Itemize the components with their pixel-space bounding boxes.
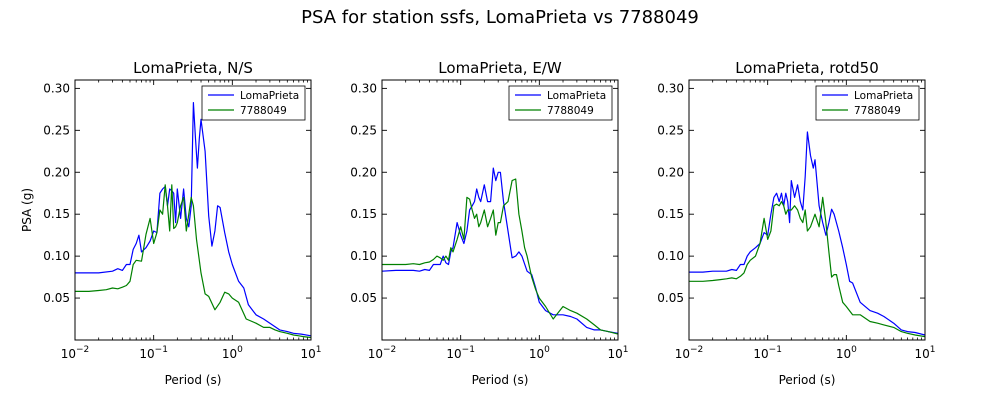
y-tick-label: 0.10 [350, 249, 377, 263]
x-tick-label: 100 [222, 345, 243, 361]
x-axis-label: Period (s) [165, 373, 222, 387]
legend-box [815, 85, 920, 121]
x-tick-label: 100 [836, 345, 857, 361]
y-tick-label: 0.10 [43, 249, 70, 263]
panel-title: LomaPrieta, E/W [438, 59, 562, 77]
x-tick-label: 10−1 [139, 345, 168, 361]
y-tick-label: 0.30 [350, 81, 377, 95]
series-line-7788049 [382, 178, 618, 335]
x-tick-label: 101 [300, 345, 321, 361]
y-tick-label: 0.20 [350, 165, 377, 179]
chart-panel-1: LomaPrieta, N/S 10−2 10−1 100 101 0.05 0.10 0.1… [20, 59, 322, 387]
y-tick-label: 0.05 [657, 291, 684, 305]
legend: LomaPrieta 7788049 [508, 85, 613, 121]
legend: LomaPrieta 7788049 [815, 85, 920, 121]
x-tick-label: 10−1 [446, 345, 475, 361]
series-line-LomaPrieta [75, 101, 311, 337]
figure-title: PSA for station ssfs, LomaPrieta vs 7788… [301, 7, 699, 28]
x-axis-label: Period (s) [472, 373, 529, 387]
x-tick-label: 101 [914, 345, 935, 361]
series-line-7788049 [75, 184, 311, 339]
y-tick-label: 0.15 [43, 207, 70, 221]
y-tick-label: 0.10 [657, 249, 684, 263]
y-tick-label: 0.15 [350, 207, 377, 221]
axes-frame [688, 79, 926, 341]
legend-label: 7788049 [547, 105, 594, 117]
axes-frame [381, 79, 619, 341]
panel-title: LomaPrieta, rotd50 [735, 59, 879, 77]
series-line-LomaPrieta [689, 131, 925, 336]
y-tick-label: 0.20 [43, 165, 70, 179]
chart-panel-2: LomaPrieta, E/W 10−2 10−1 100 101 0.05 0.10 0.1… [350, 59, 628, 387]
x-tick-label: 10−2 [61, 345, 90, 361]
y-tick-label: 0.25 [43, 123, 70, 137]
x-tick-label: 10−2 [368, 345, 397, 361]
axes-frame [74, 79, 312, 341]
chart-panel-3: LomaPrieta, rotd50 10−2 10−1 100 101 0.05 0.10… [657, 59, 935, 387]
x-tick-label: 101 [607, 345, 628, 361]
x-tick-label: 10−1 [753, 345, 782, 361]
y-tick-label: 0.05 [350, 291, 377, 305]
panel-title: LomaPrieta, N/S [133, 59, 253, 77]
x-tick-label: 10−2 [675, 345, 704, 361]
y-tick-label: 0.05 [43, 291, 70, 305]
x-tick-label: 100 [529, 345, 550, 361]
y-tick-label: 0.15 [657, 207, 684, 221]
legend-label: 7788049 [854, 105, 901, 117]
legend-box [201, 85, 306, 121]
y-tick-label: 0.25 [350, 123, 377, 137]
panels: LomaPrieta, N/S 10−2 10−1 100 101 0.05 0.10 0.1… [20, 59, 936, 387]
legend-label: LomaPrieta [547, 90, 606, 102]
legend-label: LomaPrieta [240, 90, 299, 102]
y-axis-label: PSA (g) [20, 188, 34, 232]
y-tick-label: 0.30 [43, 81, 70, 95]
legend-label: 7788049 [240, 105, 287, 117]
series-line-7788049 [689, 196, 925, 338]
x-axis-label: Period (s) [779, 373, 836, 387]
legend: LomaPrieta 7788049 [201, 85, 306, 121]
y-tick-label: 0.20 [657, 165, 684, 179]
legend-label: LomaPrieta [854, 90, 913, 102]
y-tick-label: 0.30 [657, 81, 684, 95]
legend-box [508, 85, 613, 121]
y-tick-label: 0.25 [657, 123, 684, 137]
series-line-LomaPrieta [382, 167, 618, 334]
